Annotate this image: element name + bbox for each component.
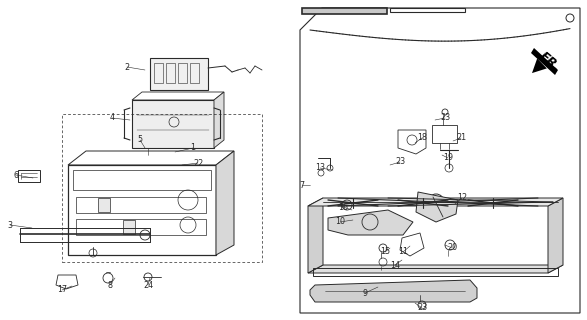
Text: 23: 23 bbox=[440, 114, 450, 123]
Bar bbox=[76, 197, 206, 213]
Text: 20: 20 bbox=[447, 244, 457, 252]
Text: 9: 9 bbox=[362, 289, 367, 298]
Bar bbox=[313, 268, 558, 276]
Bar bbox=[432, 125, 457, 143]
Bar bbox=[178, 63, 187, 83]
Text: 17: 17 bbox=[57, 285, 67, 294]
Polygon shape bbox=[216, 151, 234, 255]
Text: 3: 3 bbox=[8, 220, 12, 229]
Text: 1: 1 bbox=[191, 143, 195, 153]
Text: 16: 16 bbox=[338, 203, 348, 212]
Text: 12: 12 bbox=[457, 194, 467, 203]
Text: 18: 18 bbox=[417, 133, 427, 142]
Bar bbox=[132, 100, 214, 148]
Polygon shape bbox=[308, 198, 563, 206]
Text: 8: 8 bbox=[107, 281, 113, 290]
Bar bbox=[390, 8, 465, 12]
Text: 10: 10 bbox=[335, 218, 345, 227]
Polygon shape bbox=[416, 192, 458, 222]
Text: 4: 4 bbox=[110, 114, 114, 123]
Bar bbox=[150, 58, 208, 90]
Bar bbox=[166, 63, 175, 83]
Bar bbox=[62, 114, 262, 262]
Text: 6: 6 bbox=[14, 171, 19, 180]
Text: 22: 22 bbox=[193, 158, 203, 167]
Bar bbox=[18, 170, 40, 182]
Text: 23: 23 bbox=[395, 157, 405, 166]
Text: 2: 2 bbox=[124, 62, 130, 71]
Bar bbox=[73, 170, 211, 190]
Bar bbox=[190, 63, 199, 83]
Text: 15: 15 bbox=[380, 247, 390, 257]
Text: 5: 5 bbox=[137, 135, 143, 145]
Polygon shape bbox=[531, 48, 558, 75]
Bar bbox=[123, 220, 135, 234]
Bar bbox=[68, 165, 216, 255]
Text: 21: 21 bbox=[456, 133, 466, 142]
Polygon shape bbox=[308, 265, 563, 273]
Polygon shape bbox=[328, 210, 413, 235]
Polygon shape bbox=[310, 280, 477, 302]
Text: 19: 19 bbox=[443, 154, 453, 163]
Text: FR.: FR. bbox=[537, 50, 563, 75]
Bar bbox=[302, 8, 387, 14]
Text: 14: 14 bbox=[390, 260, 400, 269]
Bar bbox=[98, 198, 110, 212]
Polygon shape bbox=[308, 198, 323, 273]
Text: 13: 13 bbox=[315, 164, 325, 172]
Bar bbox=[154, 63, 163, 83]
Text: 24: 24 bbox=[143, 281, 153, 290]
Polygon shape bbox=[214, 92, 224, 148]
Text: 7: 7 bbox=[299, 180, 305, 189]
Text: 23: 23 bbox=[417, 303, 427, 313]
Polygon shape bbox=[548, 198, 563, 273]
Text: 11: 11 bbox=[398, 247, 408, 257]
Bar bbox=[76, 219, 206, 235]
